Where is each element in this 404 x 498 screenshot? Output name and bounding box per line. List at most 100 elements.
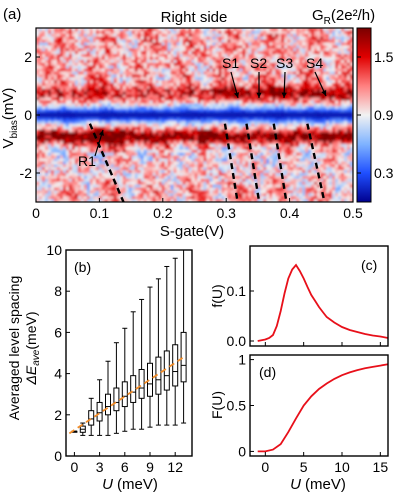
heatmap-cell bbox=[185, 57, 189, 61]
heatmap-cell bbox=[188, 28, 192, 32]
heatmap-cell bbox=[36, 155, 40, 159]
heatmap-cell bbox=[179, 158, 183, 162]
heatmap-cell bbox=[272, 88, 276, 93]
heatmap-cell bbox=[92, 94, 97, 98]
heatmap-cell bbox=[173, 71, 177, 75]
heatmap-cell bbox=[227, 135, 231, 139]
heatmap-cell bbox=[326, 141, 330, 145]
heatmap-cell bbox=[221, 138, 225, 142]
heatmap-cell bbox=[266, 129, 270, 133]
heatmap-cell bbox=[143, 33, 148, 38]
heatmap-cell bbox=[203, 161, 207, 165]
heatmap-cell bbox=[278, 74, 282, 78]
heatmap-cell bbox=[185, 83, 189, 87]
heatmap-cell bbox=[302, 100, 306, 104]
heatmap-cell bbox=[167, 126, 171, 130]
heatmap-cell bbox=[152, 30, 157, 35]
heatmap-cell bbox=[149, 138, 154, 142]
heatmap-cell bbox=[140, 39, 145, 43]
heatmap-cell bbox=[158, 28, 162, 32]
heatmap-cell bbox=[296, 59, 300, 64]
heatmap-cell bbox=[95, 155, 100, 159]
heatmap-cell bbox=[179, 123, 183, 127]
heatmap-cell bbox=[152, 100, 157, 104]
heatmap-cell bbox=[332, 149, 336, 154]
heatmap-cell bbox=[152, 141, 157, 145]
heatmap-cell bbox=[350, 152, 353, 156]
heatmap-cell bbox=[272, 103, 276, 107]
heatmap-cell bbox=[41, 106, 46, 110]
heatmap-cell bbox=[335, 135, 339, 139]
heatmap-cell bbox=[215, 152, 219, 156]
heatmap-cell bbox=[350, 51, 353, 55]
heatmap-cell bbox=[137, 28, 142, 32]
heatmap-cell bbox=[320, 115, 324, 119]
heatmap-cell bbox=[332, 146, 336, 151]
heatmap-cell bbox=[95, 152, 100, 156]
heatmap-cell bbox=[161, 97, 165, 101]
heatmap-cell bbox=[269, 74, 273, 78]
heatmap-cell bbox=[275, 115, 279, 119]
heatmap-cell bbox=[200, 123, 204, 127]
heatmap-cell bbox=[194, 100, 198, 104]
heatmap-cell bbox=[41, 141, 46, 145]
heatmap-cell bbox=[104, 144, 109, 148]
heatmap-cell bbox=[287, 149, 291, 154]
heatmap-cell bbox=[164, 74, 168, 78]
heatmap-cell bbox=[47, 33, 52, 38]
heatmap-cell bbox=[77, 149, 82, 154]
heatmap-cell bbox=[80, 100, 85, 104]
heatmap-cell bbox=[176, 94, 180, 98]
heatmap-cell bbox=[293, 36, 297, 40]
heatmap-cell bbox=[149, 94, 154, 98]
heatmap-cell bbox=[224, 106, 228, 110]
heatmap-cell bbox=[284, 71, 288, 75]
heatmap-cell bbox=[116, 146, 121, 151]
heatmap-cell bbox=[299, 152, 303, 156]
heatmap-cell bbox=[128, 74, 133, 78]
heatmap-cell bbox=[266, 120, 270, 125]
heatmap-cell bbox=[38, 161, 43, 165]
heatmap-cell bbox=[332, 71, 336, 75]
heatmap-cell bbox=[239, 48, 243, 52]
heatmap-cell bbox=[260, 161, 264, 165]
heatmap-cell bbox=[167, 45, 171, 49]
heatmap-cell bbox=[197, 57, 201, 61]
heatmap-cell bbox=[36, 120, 40, 125]
heatmap-cell bbox=[83, 59, 88, 64]
heatmap-cell bbox=[107, 117, 112, 122]
heatmap-cell bbox=[251, 86, 255, 90]
heatmap-cell bbox=[245, 138, 249, 142]
heatmap-cell bbox=[170, 83, 174, 87]
heatmap-cell bbox=[272, 59, 276, 64]
heatmap-cell bbox=[344, 80, 348, 84]
heatmap-cell bbox=[89, 97, 94, 101]
heatmap-cell bbox=[137, 141, 142, 145]
heatmap-cell bbox=[140, 59, 145, 64]
heatmap-cell bbox=[311, 57, 315, 61]
heatmap-cell bbox=[182, 30, 186, 35]
heatmap-cell bbox=[296, 51, 300, 55]
heatmap-cell bbox=[164, 83, 168, 87]
heatmap-cell bbox=[323, 28, 327, 32]
heatmap-cell bbox=[260, 135, 264, 139]
heatmap-cell bbox=[125, 94, 130, 98]
heatmap-cell bbox=[134, 155, 139, 159]
heatmap-cell bbox=[110, 106, 115, 110]
heatmap-cell bbox=[104, 42, 109, 46]
heatmap-cell bbox=[218, 97, 222, 101]
heatmap-cell bbox=[146, 103, 151, 107]
heatmap-cell bbox=[329, 57, 333, 61]
heatmap-cell bbox=[182, 39, 186, 43]
heatmap-cell bbox=[143, 115, 148, 119]
heatmap-cell bbox=[332, 91, 336, 96]
heatmap-cell bbox=[173, 135, 177, 139]
heatmap-cell bbox=[128, 62, 133, 67]
heatmap-cell bbox=[326, 54, 330, 58]
heatmap-cell bbox=[308, 36, 312, 40]
heatmap-cell bbox=[320, 57, 324, 61]
heatmap-cell bbox=[338, 103, 342, 107]
heatmap-cell bbox=[341, 62, 345, 67]
heatmap-cell bbox=[53, 126, 58, 130]
heatmap-cell bbox=[119, 135, 124, 139]
